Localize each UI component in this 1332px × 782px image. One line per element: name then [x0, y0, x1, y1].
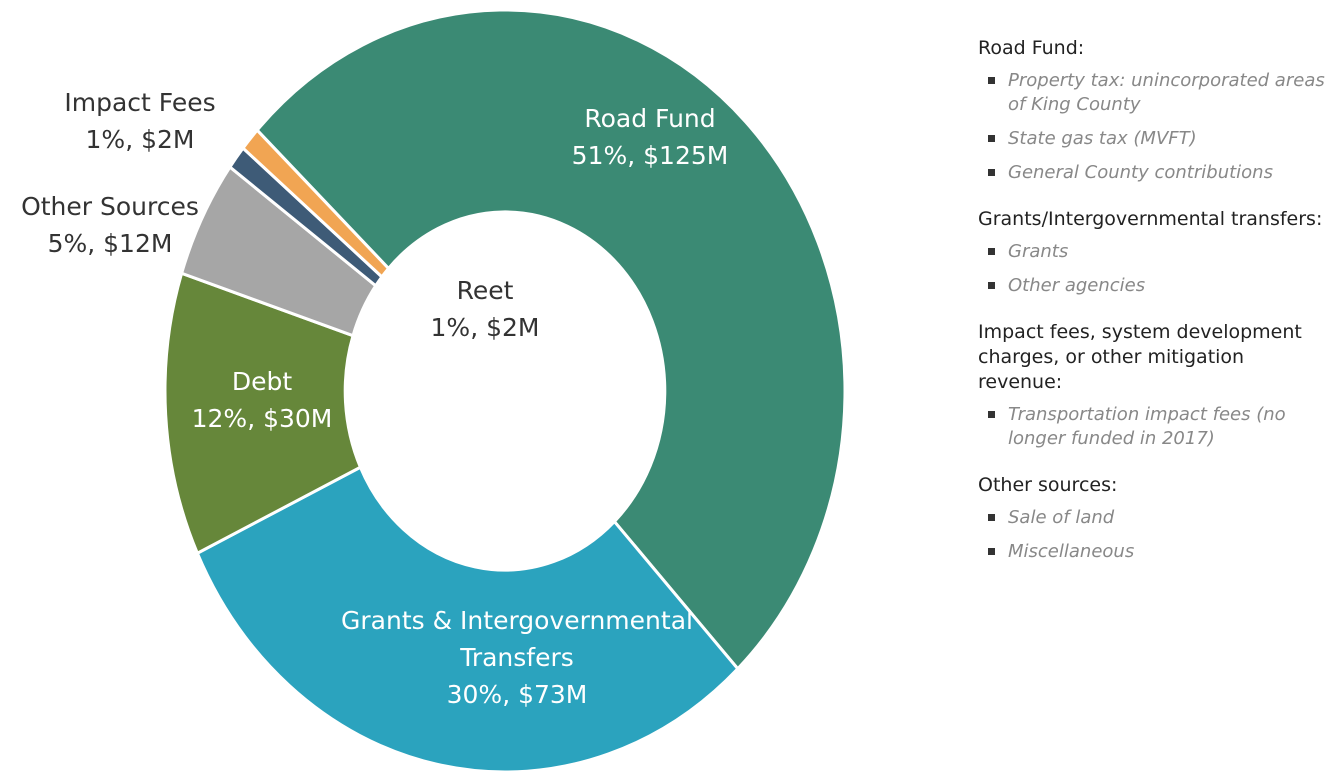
slice-label: Other Sources 5%, $12M	[0, 188, 220, 262]
note-heading: Road Fund:	[978, 37, 1085, 59]
slice-value: 5%, $12M	[47, 229, 173, 258]
note-heading: Other sources:	[978, 474, 1118, 496]
slice-label: Impact Fees 1%, $2M	[30, 84, 250, 158]
note-item: General County contributions	[978, 161, 1328, 185]
note-item: Sale of land	[978, 506, 1328, 530]
donut-slice	[163, 271, 363, 556]
note-item: Property tax: unincorporated areas of Ki…	[978, 69, 1328, 117]
donut-slice	[195, 465, 740, 774]
note-heading: Impact fees, system development charges,…	[978, 321, 1302, 393]
chart	[163, 8, 847, 774]
note-item: State gas tax (MVFT)	[978, 127, 1328, 151]
note-group: Grants/Intergovernmental transfers: Grant…	[978, 207, 1328, 298]
slice-label: Debt 12%, $30M	[152, 363, 372, 437]
note-item: Other agencies	[978, 274, 1328, 298]
slice-name: Road Fund	[584, 104, 716, 133]
note-item: Transportation impact fees (no longer fu…	[978, 403, 1328, 451]
slice-value: 1%, $2M	[430, 313, 540, 342]
slice-label: Grants & Intergovernmental Transfers 30%,…	[307, 602, 727, 713]
slice-value: 12%, $30M	[191, 404, 333, 433]
slice-value: 30%, $73M	[446, 680, 588, 709]
slice-name: Impact Fees	[64, 88, 216, 117]
slice-value: 1%, $2M	[85, 125, 195, 154]
slice-label: Reet 1%, $2M	[385, 272, 585, 346]
slice-name: Reet	[456, 276, 514, 305]
note-group: Road Fund: Property tax: unincorporated a…	[978, 36, 1328, 185]
slice-name: Debt	[231, 367, 293, 396]
slice-label: Road Fund 51%, $125M	[500, 100, 800, 174]
note-group: Impact fees, system development charges,…	[978, 320, 1328, 451]
slice-name: Other Sources	[21, 192, 199, 221]
donut-slice	[255, 8, 847, 671]
note-item: Miscellaneous	[978, 540, 1328, 564]
note-heading: Grants/Intergovernmental transfers:	[978, 208, 1323, 230]
slice-value: 51%, $125M	[571, 141, 729, 170]
donut-slice	[241, 127, 391, 280]
notes: Road Fund: Property tax: unincorporated a…	[978, 36, 1328, 586]
note-item: Grants	[978, 240, 1328, 264]
slice-name: Grants & Intergovernmental Transfers	[341, 606, 693, 672]
note-group: Other sources: Sale of land Miscellaneous	[978, 473, 1328, 564]
